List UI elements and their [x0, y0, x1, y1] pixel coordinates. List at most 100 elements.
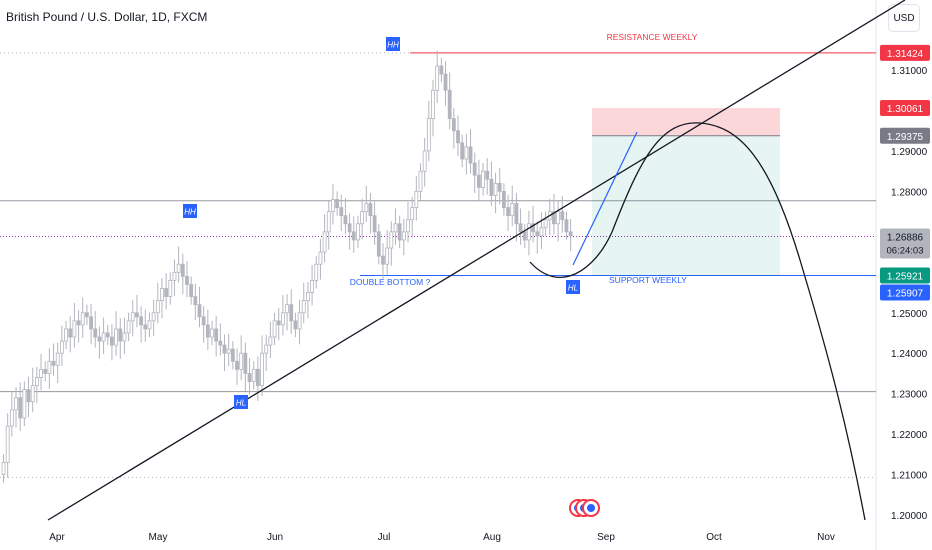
y-tick-label: 1.20000	[891, 511, 928, 522]
candle	[293, 312, 298, 338]
candle	[260, 335, 264, 397]
candle-body	[201, 316, 206, 326]
candle-body	[59, 340, 64, 354]
candle	[501, 183, 506, 216]
candle-body	[535, 231, 540, 237]
candle	[230, 341, 235, 370]
candle-body	[360, 211, 365, 225]
candle	[180, 253, 185, 295]
price-flag: 1.25921	[880, 267, 930, 284]
candle-body	[205, 324, 210, 338]
candle	[439, 57, 444, 83]
pattern-badge: HH	[183, 204, 197, 218]
x-tick-label: Jun	[267, 532, 283, 543]
price-flag-bg	[880, 100, 930, 117]
candle	[105, 324, 110, 346]
candle-body	[118, 328, 123, 342]
candle	[539, 212, 544, 249]
candle-body	[14, 397, 18, 411]
candle	[331, 184, 335, 225]
candle-body	[518, 223, 523, 233]
candle	[418, 163, 423, 200]
candle	[464, 133, 469, 175]
candle-body	[89, 316, 93, 330]
candle-body	[268, 336, 273, 346]
candle	[226, 333, 231, 367]
candle-body	[151, 312, 156, 322]
price-flag: 1.25907	[880, 284, 930, 301]
candle-body	[439, 65, 444, 75]
candle-body	[493, 182, 498, 196]
candle-body	[489, 178, 494, 196]
candle	[297, 299, 302, 345]
candle	[30, 367, 35, 413]
candle	[510, 185, 515, 227]
candle-body	[47, 360, 52, 374]
candle-body	[401, 231, 406, 241]
badge-bg	[234, 395, 248, 409]
candle-body	[51, 360, 56, 366]
candle-body	[464, 146, 469, 160]
candle-body	[26, 389, 31, 403]
candle	[485, 158, 490, 195]
x-tick-label: Jul	[378, 532, 391, 543]
candle	[410, 197, 415, 238]
y-tick-label: 1.21000	[891, 471, 928, 482]
candle	[389, 221, 394, 266]
candle-body	[180, 263, 185, 277]
candle-body	[34, 377, 39, 386]
candle-body	[497, 182, 502, 192]
candle-body	[347, 223, 352, 233]
economic-event-icons	[569, 499, 600, 517]
chart-annotation: DOUBLE BOTTOM ?	[350, 277, 431, 287]
candle-body	[193, 296, 198, 306]
candle	[385, 230, 390, 275]
candle-body	[293, 320, 298, 330]
candle	[489, 161, 494, 206]
candle	[126, 312, 131, 342]
candle-body	[552, 211, 556, 225]
candlestick-series	[1, 50, 573, 483]
currency-button[interactable]: USD	[888, 4, 920, 32]
countdown-text: 06:24:03	[887, 245, 924, 256]
badge-bg	[566, 280, 580, 294]
candle	[268, 321, 273, 359]
candle-body	[343, 215, 348, 225]
candle	[326, 201, 331, 250]
y-tick-label: 1.31000	[891, 66, 928, 77]
x-tick-label: Nov	[817, 532, 835, 543]
candle	[51, 343, 56, 376]
candle-body	[410, 207, 415, 221]
candle	[568, 218, 573, 252]
candle	[110, 324, 114, 361]
candle	[14, 387, 18, 428]
candle-body	[568, 231, 573, 237]
candle-body	[476, 174, 481, 188]
candle-body	[105, 332, 110, 338]
candle	[351, 216, 356, 253]
candle-body	[264, 344, 269, 354]
candle-body	[314, 263, 319, 281]
candle	[18, 382, 23, 431]
candle-body	[306, 292, 310, 302]
candle	[426, 100, 431, 162]
price-flag-bg	[880, 267, 930, 284]
price-flag-bg	[880, 127, 930, 144]
candle	[447, 72, 452, 130]
price-flag: 1.26886 06:24:03	[880, 228, 930, 259]
candle	[118, 318, 123, 359]
candle-body	[80, 312, 85, 326]
x-tick-label: Aug	[483, 532, 501, 543]
candle-body	[126, 320, 131, 334]
candle	[255, 356, 260, 401]
candle-body	[214, 328, 219, 342]
candle	[422, 138, 427, 187]
candle-body	[422, 150, 427, 172]
target-zone	[592, 135, 780, 276]
candle-body	[381, 255, 385, 265]
badge-text: HH	[387, 41, 399, 50]
candle	[272, 312, 277, 346]
price-flag-text: 1.29375	[887, 132, 924, 143]
candle	[318, 239, 323, 280]
